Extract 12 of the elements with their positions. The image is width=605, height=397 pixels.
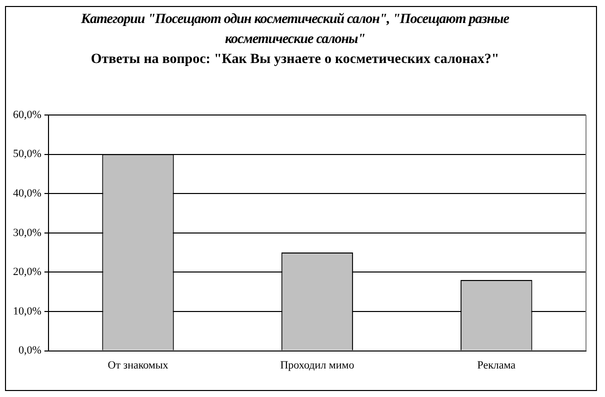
- chart-subtitle: Ответы на вопрос: "Как Вы узнаете о косметических салонах?": [90, 51, 500, 69]
- y-tick-label: 60,0%: [12, 108, 42, 121]
- y-tick-label: 30,0%: [12, 226, 42, 239]
- y-tick-label: 0,0%: [18, 344, 42, 357]
- chart-title: Категории "Посещают один косметический салон", "Посещают разные косметические салоны": [80, 11, 510, 49]
- x-tick-label: Реклама: [477, 359, 516, 372]
- y-tick-label: 50,0%: [12, 148, 42, 160]
- y-tick-label: 40,0%: [12, 187, 42, 200]
- x-tick-label: От знакомых: [108, 359, 169, 372]
- y-tick-label: 10,0%: [12, 305, 42, 318]
- y-tick-label: 20,0%: [12, 266, 42, 278]
- x-tick-label: Проходил мимо: [280, 359, 355, 372]
